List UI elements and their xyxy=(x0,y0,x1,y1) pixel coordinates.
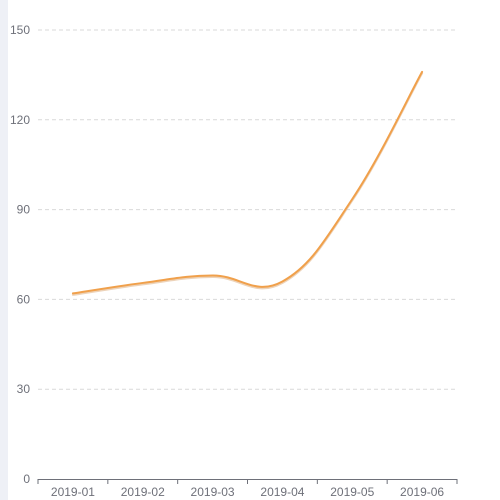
grid-lines xyxy=(38,29,457,390)
series-line xyxy=(71,70,424,295)
x-tick-label: 2019-04 xyxy=(260,485,304,499)
window-edge xyxy=(0,0,8,500)
y-axis-tick-labels: 0 30 60 90 120 150 xyxy=(10,23,30,486)
x-axis xyxy=(37,479,458,484)
y-tick-label: 30 xyxy=(17,382,31,396)
x-tick-label: 2019-01 xyxy=(51,485,95,499)
x-tick-label: 2019-02 xyxy=(121,485,165,499)
y-tick-label: 0 xyxy=(23,472,30,486)
y-tick-label: 90 xyxy=(17,203,31,217)
y-tick-label: 120 xyxy=(10,113,30,127)
x-tick-label: 2019-06 xyxy=(400,485,444,499)
y-tick-label: 150 xyxy=(10,23,30,37)
y-tick-label: 60 xyxy=(17,292,31,306)
x-tick-label: 2019-03 xyxy=(191,485,235,499)
series-lines xyxy=(71,70,424,296)
x-axis-tick-labels: 2019-01 2019-02 2019-03 2019-04 2019-05 2019-… xyxy=(51,485,445,499)
x-tick-label: 2019-05 xyxy=(330,485,374,499)
series-line-shadow xyxy=(71,72,424,296)
